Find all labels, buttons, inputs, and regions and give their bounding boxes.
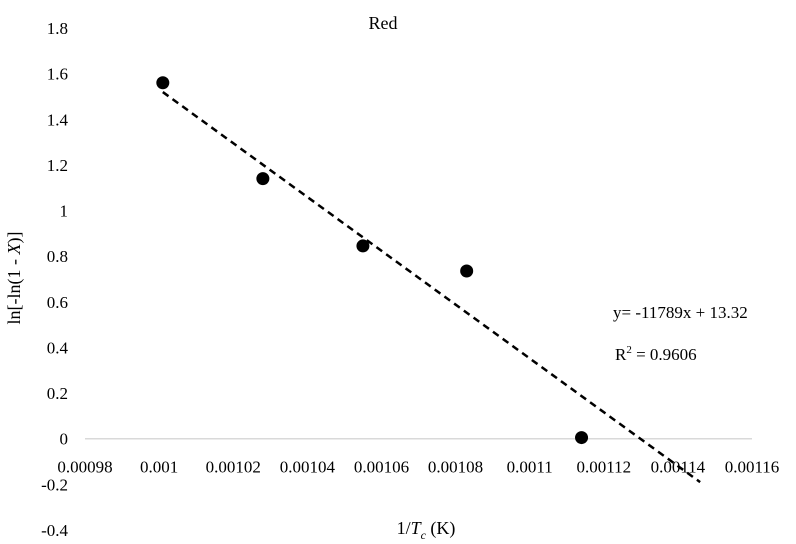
x-axis-label-var: T bbox=[411, 518, 423, 538]
data-point bbox=[575, 431, 589, 445]
x-tick-label: 0.00116 bbox=[725, 458, 780, 477]
trendline bbox=[162, 91, 701, 484]
y-axis-label-pre: ln[-ln(1 - bbox=[4, 255, 25, 325]
y-tick-label: 0 bbox=[60, 430, 69, 449]
y-tick-label: 1.2 bbox=[47, 156, 68, 175]
y-tick-label: 1.8 bbox=[47, 19, 68, 38]
x-tick-label: 0.00098 bbox=[57, 458, 112, 477]
r-squared-superscript: 2 bbox=[626, 344, 632, 356]
x-axis-label-sub: c bbox=[421, 528, 427, 542]
x-tick-label: 0.001 bbox=[140, 458, 178, 477]
y-tick-label: 1.6 bbox=[47, 65, 68, 84]
y-tick-label: -0.2 bbox=[41, 475, 68, 494]
trendline-equation: y= -11789x + 13.32 bbox=[613, 303, 748, 322]
x-tick-label: 0.0011 bbox=[507, 458, 553, 477]
y-tick-label: 1 bbox=[60, 202, 69, 221]
x-tick-label: 0.00112 bbox=[576, 458, 631, 477]
y-axis-label-var: X bbox=[4, 243, 24, 256]
x-tick-label: 0.00104 bbox=[280, 458, 336, 477]
data-point bbox=[460, 264, 474, 278]
r-squared-value: = 0.9606 bbox=[632, 345, 697, 364]
y-tick-label: 0.6 bbox=[47, 293, 68, 312]
y-tick-labels: -0.4 -0.2 0 0.2 0.4 0.6 0.8 1 1.2 1.4 1.6 1.8 bbox=[41, 19, 68, 540]
y-tick-label: 0.8 bbox=[47, 247, 68, 266]
x-tick-label: 0.00106 bbox=[354, 458, 409, 477]
data-points bbox=[156, 76, 589, 445]
data-point bbox=[256, 172, 270, 186]
data-point bbox=[156, 76, 170, 90]
y-tick-label: -0.4 bbox=[41, 521, 68, 540]
r-squared-prefix: R bbox=[615, 345, 627, 364]
chart-title: Red bbox=[369, 13, 398, 33]
r-squared-annotation: R2 = 0.9606 bbox=[615, 344, 697, 364]
x-tick-labels: 0.00098 0.001 0.00102 0.00104 0.00106 0.00108… bbox=[57, 458, 779, 477]
y-axis-label-post: )] bbox=[4, 232, 25, 244]
y-tick-label: 0.2 bbox=[47, 384, 68, 403]
x-tick-label: 0.00102 bbox=[206, 458, 261, 477]
y-tick-label: 0.4 bbox=[47, 338, 69, 357]
x-axis-label: 1/Tc (K) bbox=[397, 518, 456, 542]
y-tick-label: 1.4 bbox=[47, 110, 69, 129]
x-tick-label: 0.00108 bbox=[428, 458, 483, 477]
x-axis-label-post: (K) bbox=[426, 518, 456, 539]
data-point bbox=[356, 239, 370, 253]
y-axis-label: ln[-ln(1 - X)] bbox=[4, 232, 25, 325]
x-axis-label-pre: 1/ bbox=[397, 518, 411, 538]
